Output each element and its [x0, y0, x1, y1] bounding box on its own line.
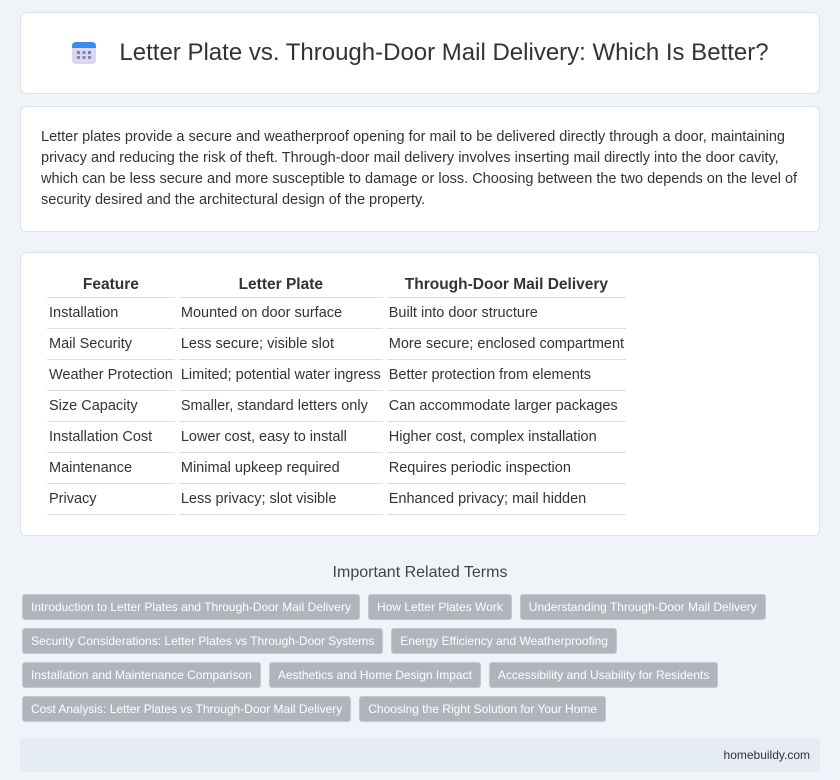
table-row: Installation Cost Lower cost, easy to ins…	[47, 422, 627, 453]
related-term-tag[interactable]: Introduction to Letter Plates and Throug…	[22, 594, 360, 620]
related-terms-title: Important Related Terms	[332, 564, 508, 581]
column-header: Through-Door Mail Delivery	[386, 273, 627, 298]
table-cell: Size Capacity	[47, 391, 175, 422]
related-term-tag[interactable]: Installation and Maintenance Comparison	[22, 662, 261, 688]
table-cell: Smaller, standard letters only	[178, 391, 383, 422]
comparison-table: Feature Letter Plate Through-Door Mail D…	[43, 273, 630, 515]
table-cell: Less secure; visible slot	[178, 329, 383, 360]
column-header: Feature	[47, 273, 175, 298]
intro-text: Letter plates provide a secure and weath…	[20, 106, 820, 232]
related-term-tag[interactable]: Cost Analysis: Letter Plates vs Through-…	[22, 696, 352, 722]
footer: homebuildy.com	[20, 738, 820, 772]
comparison-card: Feature Letter Plate Through-Door Mail D…	[20, 252, 820, 536]
table-cell: Privacy	[47, 484, 175, 515]
related-term-tag[interactable]: Understanding Through-Door Mail Delivery	[519, 594, 766, 620]
table-cell: More secure; enclosed compartment	[386, 329, 627, 360]
table-cell: Minimal upkeep required	[178, 453, 383, 484]
page-header: Letter Plate vs. Through-Door Mail Deliv…	[20, 12, 820, 94]
table-cell: Requires periodic inspection	[386, 453, 627, 484]
table-cell: Better protection from elements	[386, 360, 627, 391]
related-term-tag[interactable]: How Letter Plates Work	[367, 594, 512, 620]
table-row: Maintenance Minimal upkeep required Requir…	[47, 453, 627, 484]
related-term-tag[interactable]: Security Considerations: Letter Plates v…	[22, 628, 384, 654]
table-cell: Enhanced privacy; mail hidden	[386, 484, 627, 515]
table-cell: Mounted on door surface	[178, 298, 383, 329]
table-cell: Weather Protection	[47, 360, 175, 391]
table-cell: Built into door structure	[386, 298, 627, 329]
table-cell: Less privacy; slot visible	[178, 484, 383, 515]
table-cell: Installation	[47, 298, 175, 329]
table-cell: Can accommodate larger packages	[386, 391, 627, 422]
column-header: Letter Plate	[178, 273, 383, 298]
table-cell: Lower cost, easy to install	[178, 422, 383, 453]
table-row: Installation Mounted on door surface Built…	[47, 298, 627, 329]
related-term-tag[interactable]: Choosing the Right Solution for Your Hom…	[359, 696, 607, 722]
table-cell: Installation Cost	[47, 422, 175, 453]
related-terms-list: Introduction to Letter Plates and Throug…	[0, 594, 840, 722]
table-cell: Maintenance	[47, 453, 175, 484]
table-row: Privacy Less privacy; slot visible Enhance…	[47, 484, 627, 515]
table-row: Mail Security Less secure; visible slot Mo…	[47, 329, 627, 360]
table-cell: Mail Security	[47, 329, 175, 360]
related-term-tag[interactable]: Aesthetics and Home Design Impact	[268, 662, 481, 688]
table-row: Size Capacity Smaller, standard letters o…	[47, 391, 627, 422]
calendar-icon	[72, 42, 97, 64]
table-cell: Limited; potential water ingress	[178, 360, 383, 391]
page-title: Letter Plate vs. Through-Door Mail Deliv…	[119, 39, 769, 66]
footer-site[interactable]: homebuildy.com	[723, 748, 810, 762]
table-cell: Higher cost, complex installation	[386, 422, 627, 453]
related-term-tag[interactable]: Energy Efficiency and Weatherproofing	[391, 628, 617, 654]
table-row: Weather Protection Limited; potential wat…	[47, 360, 627, 391]
related-term-tag[interactable]: Accessibility and Usability for Resident…	[488, 662, 719, 688]
